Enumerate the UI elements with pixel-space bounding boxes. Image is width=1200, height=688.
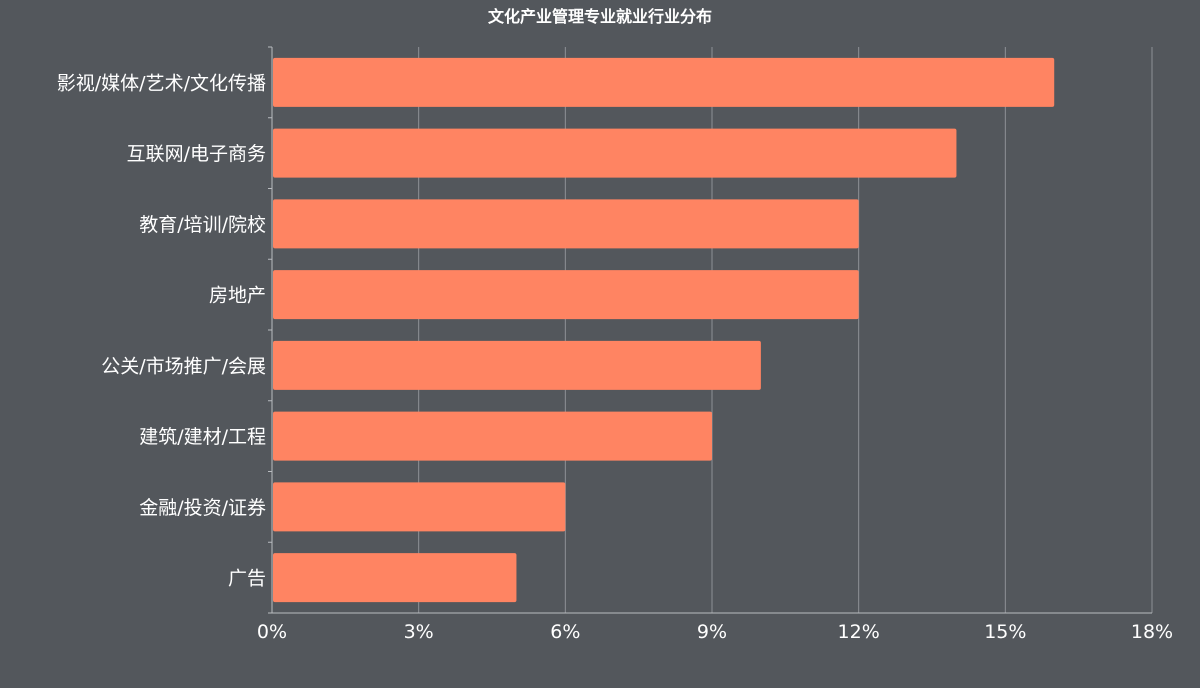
category-label: 互联网/电子商务	[127, 143, 266, 165]
x-tick-label: 15%	[984, 621, 1026, 643]
axes	[268, 46, 1152, 614]
chart-title: 文化产业管理专业就业行业分布	[488, 7, 712, 26]
bars	[273, 57, 1055, 603]
x-tick-label: 18%	[1131, 621, 1173, 643]
category-label: 金融/投资/证券	[139, 497, 266, 519]
bar	[273, 57, 1055, 107]
x-tick-label: 6%	[550, 621, 580, 643]
category-label: 广告	[228, 568, 266, 590]
x-tick-label: 3%	[404, 621, 434, 643]
x-tick-label: 12%	[838, 621, 880, 643]
category-label: 教育/培训/院校	[139, 214, 266, 236]
bar	[273, 199, 859, 249]
bar	[273, 340, 761, 390]
x-tick-label: 9%	[697, 621, 727, 643]
x-tick-label: 0%	[257, 621, 287, 643]
category-label: 影视/媒体/艺术/文化传播	[57, 72, 266, 94]
category-labels: 影视/媒体/艺术/文化传播互联网/电子商务教育/培训/院校房地产公关/市场推广/…	[57, 72, 266, 589]
bar	[273, 411, 712, 461]
bar	[273, 270, 859, 320]
bar	[273, 553, 517, 603]
bar	[273, 482, 566, 532]
category-label: 公关/市场推广/会展	[101, 355, 266, 377]
category-label: 房地产	[209, 285, 266, 307]
x-tick-labels: 0% 3% 6% 9% 12% 15% 18%	[257, 621, 1173, 643]
category-label: 建筑/建材/工程	[139, 426, 266, 448]
bar	[273, 128, 957, 178]
